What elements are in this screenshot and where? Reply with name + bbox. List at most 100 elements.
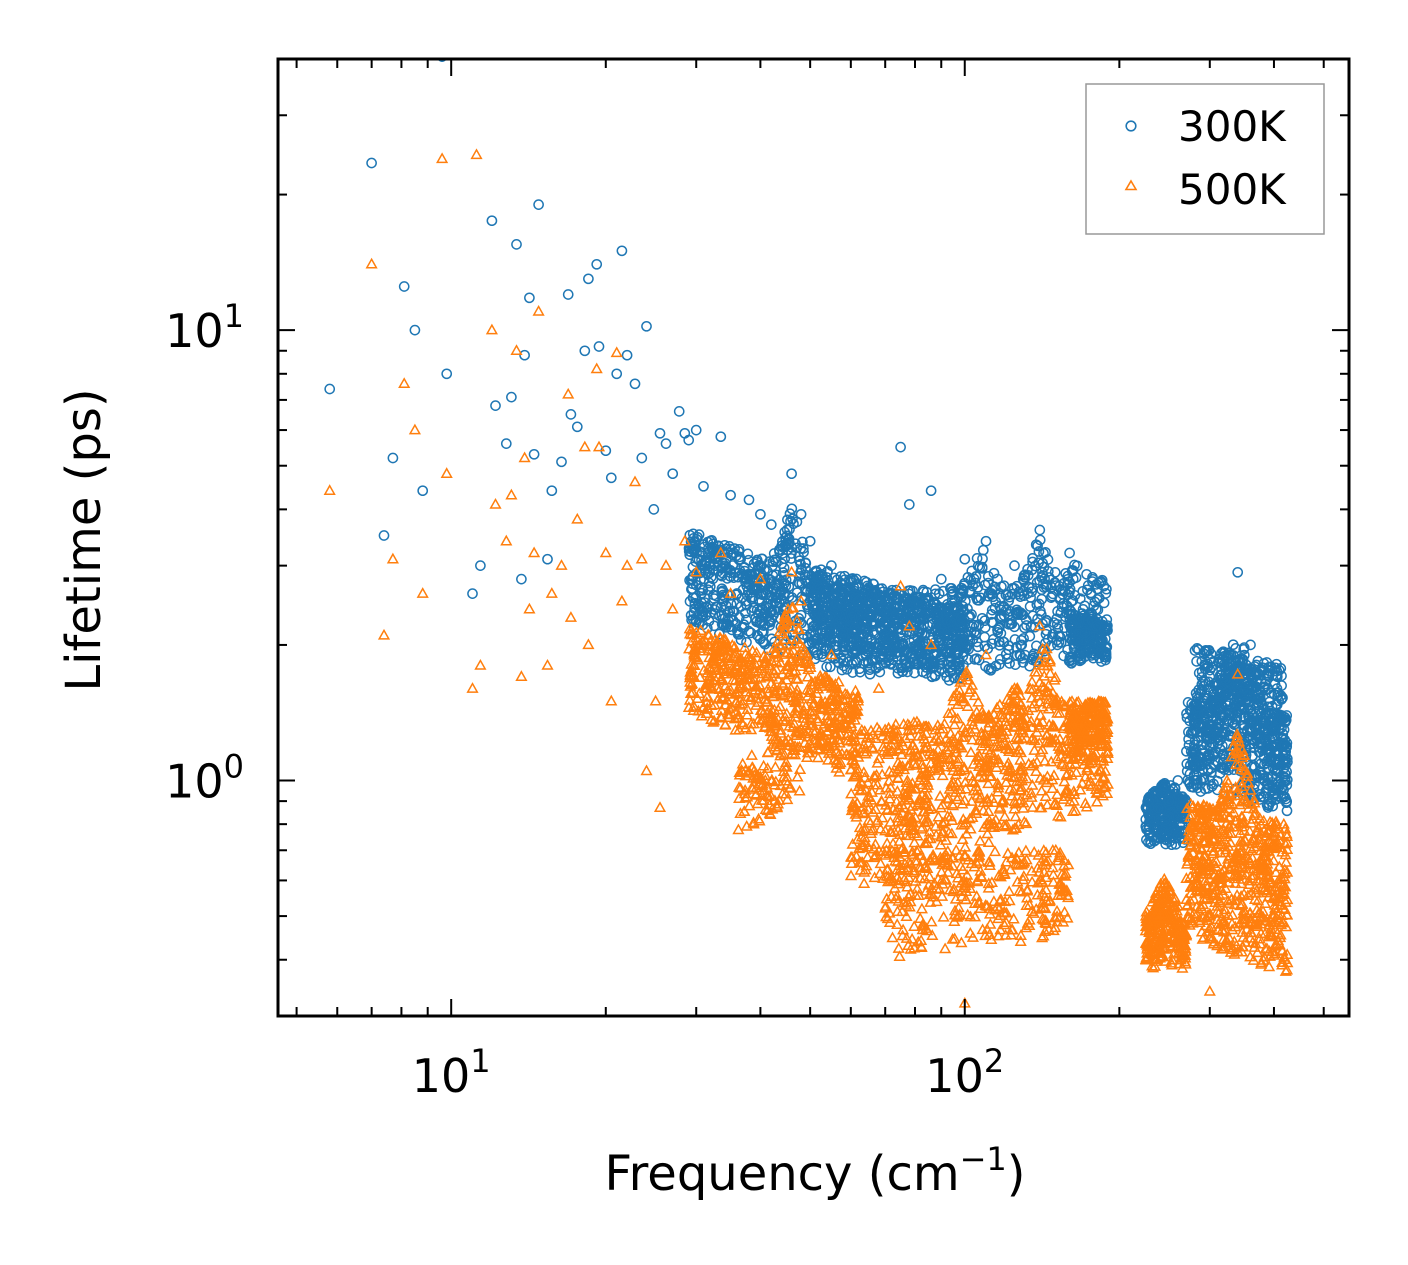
data-point-300K: [890, 618, 902, 630]
data-point-300K: [735, 634, 747, 646]
data-point-300K: [1035, 609, 1047, 620]
data-point-300K: [764, 556, 775, 567]
data-point-300K: [709, 608, 721, 619]
data-point-300K: [886, 646, 898, 658]
data-point-300K: [800, 557, 811, 569]
data-point-300K: [854, 666, 866, 678]
data-point-300K: [824, 661, 836, 673]
data-point-300K: [1009, 659, 1021, 670]
data-point-300K: [882, 632, 894, 644]
data-point-300K: [1040, 628, 1052, 640]
data-point-300K: [927, 618, 939, 630]
data-point-300K: [736, 568, 748, 580]
data-point-300K: [1047, 631, 1058, 643]
data-point-300K: [996, 581, 1007, 593]
data-point-300K: [716, 586, 727, 598]
data-point-300K: [693, 602, 705, 613]
data-point-300K: [774, 586, 786, 598]
data-point-300K: [705, 571, 717, 583]
data-point-300K: [700, 555, 711, 567]
data-point-300K: [864, 607, 875, 619]
data-point-300K: [748, 576, 759, 588]
data-point-300K: [687, 614, 699, 625]
data-point-300K: [1009, 634, 1021, 645]
data-point-300K: [1049, 577, 1061, 588]
data-point-300K: [914, 638, 926, 650]
data-point-300K: [831, 589, 843, 600]
data-point-300K: [932, 609, 944, 621]
data-point-300K: [1006, 588, 1018, 600]
data-point-300K: [793, 612, 805, 624]
data-point-300K: [1062, 589, 1074, 601]
data-point-300K: [733, 546, 744, 557]
data-point-300K: [782, 533, 794, 545]
data-point-300K: [851, 579, 862, 590]
data-point-300K: [965, 574, 977, 586]
data-point-300K: [993, 659, 1005, 670]
data-point-300K: [1086, 615, 1098, 627]
data-point-300K: [1038, 582, 1050, 593]
data-point-300K: [992, 624, 1003, 636]
data-point-300K: [1073, 650, 1085, 662]
data-point-300K: [966, 609, 977, 620]
data-point-300K: [707, 573, 719, 585]
data-point-300K: [1046, 590, 1058, 602]
data-point-300K: [805, 581, 817, 593]
data-point-300K: [846, 611, 858, 623]
data-point-300K: [734, 551, 745, 563]
data-point-300K: [919, 630, 930, 641]
data-point-300K: [835, 571, 847, 582]
data-point-300K: [1009, 621, 1020, 633]
data-point-300K: [943, 675, 955, 686]
data-point-300K: [689, 536, 700, 548]
data-point-300K: [1042, 565, 1054, 577]
data-point-300K: [908, 597, 919, 608]
data-point-300K: [941, 635, 953, 647]
data-point-300K: [917, 654, 929, 666]
data-point-300K: [1026, 564, 1038, 576]
data-point-300K: [812, 613, 824, 624]
data-point-300K: [915, 602, 927, 613]
data-point-300K: [864, 640, 876, 652]
data-point-300K: [1064, 614, 1076, 625]
data-point-300K: [973, 654, 985, 666]
data-point-300K: [985, 664, 997, 676]
data-point-300K: [957, 601, 969, 612]
data-point-300K: [1002, 653, 1013, 665]
data-point-300K: [955, 612, 967, 624]
data-point-300K: [1037, 567, 1048, 578]
data-point-300K: [823, 614, 835, 625]
data-point-300K: [785, 515, 796, 527]
data-point-300K: [955, 631, 967, 643]
data-point-300K: [901, 626, 913, 638]
data-point-300K: [880, 646, 892, 657]
data-point-300K: [1099, 633, 1111, 644]
data-point-300K: [1093, 638, 1105, 650]
data-point-300K: [1079, 627, 1091, 639]
data-point-300K: [885, 625, 896, 637]
data-point-300K: [1064, 583, 1076, 595]
data-point-300K: [686, 583, 697, 595]
data-point-300K: [1060, 567, 1072, 579]
data-point-300K: [870, 661, 881, 673]
data-point-300K: [950, 603, 962, 615]
data-point-300K: [717, 593, 728, 605]
data-point-300K: [1089, 596, 1101, 608]
data-point-300K: [972, 641, 984, 653]
data-point-300K: [900, 594, 912, 606]
data-point-300K: [966, 621, 978, 633]
data-point-300K: [835, 577, 846, 588]
data-point-300K: [800, 562, 811, 574]
data-point-300K: [936, 633, 948, 644]
data-point-300K: [926, 635, 938, 646]
data-point-300K: [736, 593, 748, 604]
data-point-300K: [1018, 575, 1030, 587]
data-point-300K: [788, 518, 799, 530]
data-point-300K: [904, 637, 916, 648]
data-point-300K: [1015, 635, 1027, 646]
data-point-300K: [1057, 589, 1069, 600]
data-point-300K: [761, 588, 772, 600]
data-point-300K: [735, 601, 747, 612]
data-point-300K: [857, 642, 869, 654]
data-point-300K: [997, 636, 1009, 648]
